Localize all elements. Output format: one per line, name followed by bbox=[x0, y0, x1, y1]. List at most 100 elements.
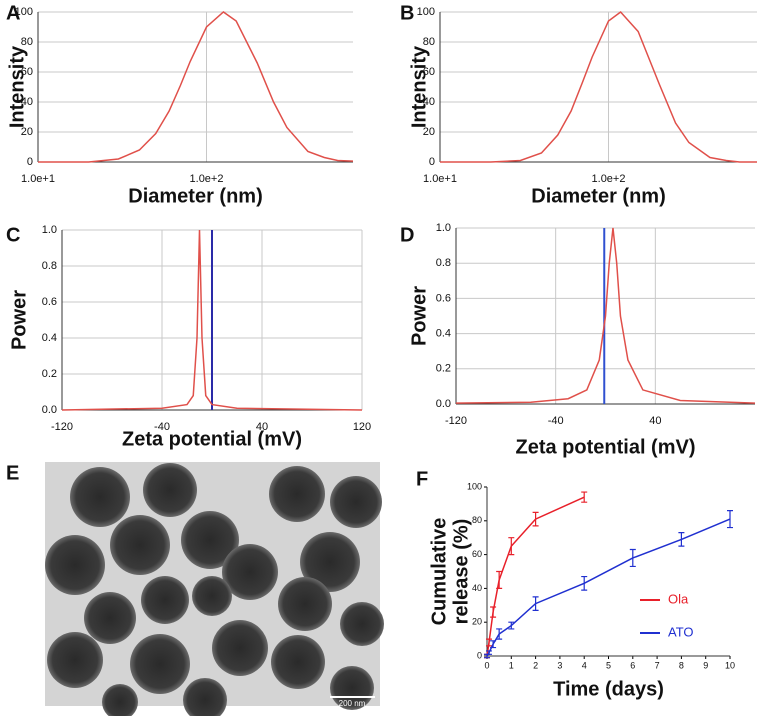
tem-image: 200 nm E bbox=[6, 462, 384, 721]
x-axis-title: Zeta potential (mV) bbox=[122, 428, 302, 450]
x-tick-label: -40 bbox=[548, 415, 564, 427]
error-bar bbox=[532, 596, 539, 611]
y-tick-label: 60 bbox=[423, 66, 435, 78]
panel-label: F bbox=[416, 468, 428, 490]
y-tick-label: 1.0 bbox=[42, 224, 57, 236]
panel-label: D bbox=[400, 224, 414, 246]
error-bar bbox=[508, 537, 515, 556]
y-tick-label: 1.0 bbox=[436, 222, 451, 234]
y-tick-label: 0.6 bbox=[436, 292, 451, 304]
series-line bbox=[486, 518, 731, 657]
y-tick-label: 0.4 bbox=[436, 328, 451, 340]
y-tick-label: 0 bbox=[477, 650, 482, 660]
series-line bbox=[61, 229, 363, 411]
error-bar bbox=[508, 621, 515, 630]
x-tick-label: -120 bbox=[51, 421, 73, 433]
y-tick-label: 100 bbox=[467, 481, 482, 491]
y-tick-label: 60 bbox=[472, 549, 482, 559]
x-tick-label: 1.0e+2 bbox=[190, 173, 224, 185]
y-tick-label: 100 bbox=[15, 6, 33, 18]
panel-label: A bbox=[6, 2, 20, 24]
legend-label: ATO bbox=[668, 624, 694, 639]
y-tick-label: 40 bbox=[21, 96, 33, 108]
error-bar bbox=[490, 606, 497, 618]
y-tick-label: 0 bbox=[429, 156, 435, 168]
y-tick-label: 100 bbox=[417, 6, 435, 18]
x-tick-label: 7 bbox=[655, 660, 660, 670]
x-tick-label: 3 bbox=[557, 660, 562, 670]
y-tick-label: 80 bbox=[472, 515, 482, 525]
error-bar bbox=[496, 628, 503, 640]
x-tick-label: 1.0e+3 bbox=[760, 173, 767, 185]
y-axis-title: Intensity bbox=[6, 45, 28, 128]
y-tick-label: 80 bbox=[21, 36, 33, 48]
error-bar bbox=[486, 638, 493, 647]
error-bar bbox=[581, 491, 588, 503]
y-tick-label: 0.6 bbox=[42, 296, 57, 308]
y-tick-label: 40 bbox=[423, 96, 435, 108]
error-bar bbox=[629, 548, 636, 568]
series-line bbox=[440, 10, 757, 163]
y-tick-label: 0.2 bbox=[436, 363, 451, 375]
panel-label: B bbox=[400, 2, 414, 24]
y-tick-label: 20 bbox=[423, 126, 435, 138]
x-tick-label: 5 bbox=[606, 660, 611, 670]
x-tick-label: 10 bbox=[725, 660, 735, 670]
x-axis-title: Time (days) bbox=[553, 678, 664, 700]
x-tick-label: 120 bbox=[353, 421, 371, 433]
error-bar bbox=[486, 650, 493, 655]
panel-label: E bbox=[6, 462, 19, 484]
y-axis-title: release (%) bbox=[450, 519, 472, 625]
y-axis-title: Power bbox=[8, 290, 30, 350]
x-tick-label: 8 bbox=[679, 660, 684, 670]
y-tick-label: 0.4 bbox=[42, 332, 57, 344]
y-tick-label: 20 bbox=[472, 617, 482, 627]
x-tick-label: -40 bbox=[154, 421, 170, 433]
chart-panel: D 0.0 0.2 0.4 0.6 0.8 1.0 -120 -40 40 Zeta potenti… bbox=[400, 222, 756, 458]
legend-label: Ola bbox=[668, 591, 689, 606]
error-bar bbox=[496, 570, 503, 589]
x-tick-label: 6 bbox=[630, 660, 635, 670]
chart-panel: F 0 20 40 60 80 100 0 1 2 3 4 5 6 7 8 9 10 Time (days) Cumu… bbox=[416, 468, 735, 700]
series-line bbox=[455, 227, 756, 404]
y-tick-label: 80 bbox=[423, 36, 435, 48]
x-tick-label: -120 bbox=[445, 415, 467, 427]
series-line bbox=[38, 11, 353, 163]
y-tick-label: 40 bbox=[472, 583, 482, 593]
chart-panel: C 0.0 0.2 0.4 0.6 0.8 1.0 -120 -40 40 120 Zeta pote… bbox=[6, 224, 371, 450]
chart-panel: A 0 20 40 60 80 100 1.0e+1 1.0e+2 1.0e+3 Diameter … bbox=[6, 2, 392, 207]
y-tick-label: 0.0 bbox=[436, 398, 451, 410]
y-tick-label: 0.0 bbox=[42, 404, 57, 416]
chart-panel: B 0 20 40 60 80 100 1.0e+1 1.0e+2 1.0e+3 Diameter … bbox=[400, 2, 767, 207]
x-tick-label: 2 bbox=[533, 660, 538, 670]
error-bar bbox=[678, 532, 685, 547]
y-axis-title: Cumulative bbox=[428, 518, 450, 626]
x-tick-label: 1 bbox=[509, 660, 514, 670]
y-axis-title: Power bbox=[408, 286, 430, 346]
x-tick-label: 0 bbox=[484, 660, 489, 670]
scale-bar-label: 200 nm bbox=[339, 699, 366, 708]
x-tick-label: 40 bbox=[649, 415, 661, 427]
x-axis-title: Diameter (nm) bbox=[531, 185, 665, 207]
y-axis-title: Intensity bbox=[408, 45, 430, 128]
x-tick-label: 1.0e+3 bbox=[358, 173, 392, 185]
x-tick-label: 1.0e+1 bbox=[21, 173, 55, 185]
error-bar bbox=[727, 510, 733, 529]
error-bar bbox=[581, 575, 588, 591]
y-tick-label: 0.8 bbox=[42, 260, 57, 272]
particles bbox=[45, 463, 384, 721]
x-axis-title: Diameter (nm) bbox=[128, 185, 262, 207]
y-tick-label: 0 bbox=[27, 156, 33, 168]
y-tick-label: 60 bbox=[21, 66, 33, 78]
y-tick-label: 0.2 bbox=[42, 368, 57, 380]
y-tick-label: 20 bbox=[21, 126, 33, 138]
x-tick-label: 9 bbox=[703, 660, 708, 670]
x-tick-label: 40 bbox=[256, 421, 268, 433]
x-tick-label: 1.0e+2 bbox=[592, 173, 626, 185]
y-tick-label: 0.8 bbox=[436, 257, 451, 269]
x-axis-title: Zeta potential (mV) bbox=[515, 436, 695, 458]
error-bar bbox=[490, 640, 497, 649]
error-bar bbox=[532, 511, 539, 527]
x-tick-label: 1.0e+1 bbox=[423, 173, 457, 185]
